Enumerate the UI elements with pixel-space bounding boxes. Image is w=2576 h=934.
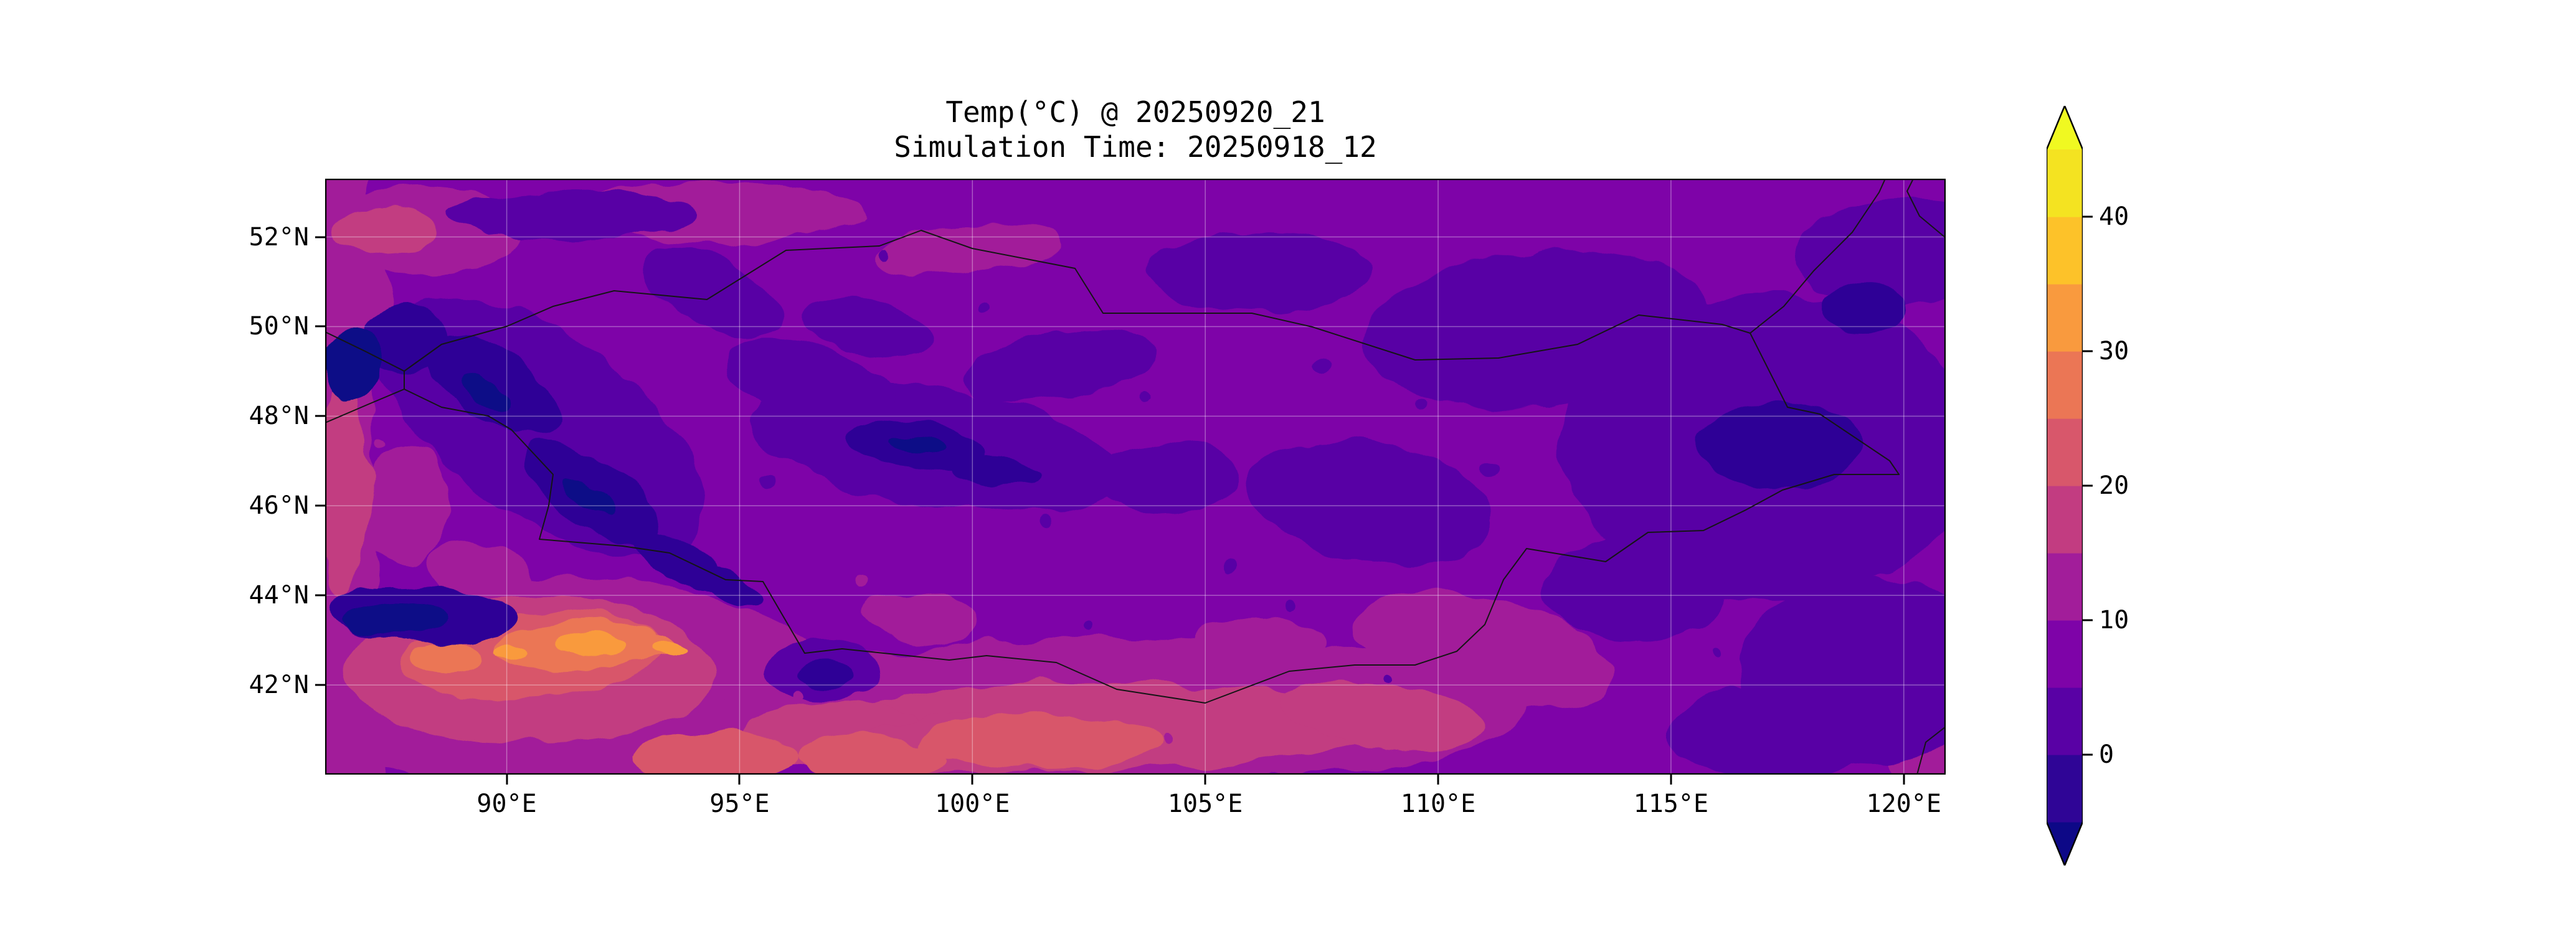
x-tick-label: 120°E [1866,790,1941,818]
chart-subtitle: Simulation Time: 20250918_12 [894,130,1377,164]
colorbar-tick-label: 30 [2099,337,2129,366]
map-plot-area [325,179,1946,775]
y-tick-mark [315,415,325,417]
y-tick-label: 42°N [249,671,309,700]
y-tick-mark [315,236,325,238]
y-tick-mark [315,594,325,597]
y-tick-label: 48°N [249,402,309,431]
colorbar-gradient [2047,106,2083,866]
title-block: Temp(°C) @ 20250920_21 Simulation Time: … [325,95,1946,164]
argun-border [1750,179,1886,334]
colorbar-under-arrow [2047,822,2083,866]
x-tick-label: 115°E [1633,790,1709,818]
x-tick-label: 95°E [709,790,770,818]
mongolia-border [404,230,1900,704]
colorbar-tick-mark [2083,350,2093,352]
x-tick-label: 100°E [935,790,1010,818]
y-tick-mark [315,504,325,507]
colorbar-tick-mark [2083,753,2093,756]
x-tick-label: 105°E [1167,790,1243,818]
y-tick-label: 46°N [249,491,309,521]
colorbar-tick-mark [2083,619,2093,621]
west-border-1 [325,331,405,372]
colorbar-bands [2047,149,2083,823]
chart-title: Temp(°C) @ 20250920_21 [945,95,1325,129]
colorbar [2047,106,2083,866]
x-tick-mark [1204,775,1206,785]
ne-corner-border [1906,179,1946,238]
band-under-minus5 [325,329,942,634]
cold-speckles [757,248,1895,682]
colorbar-tick-mark [2083,215,2093,218]
temperature-map [325,179,1946,775]
y-tick-label: 44°N [249,581,309,610]
y-tick-mark [315,684,325,686]
x-tick-mark [738,775,741,785]
y-tick-label: 52°N [249,222,309,252]
colorbar-tick-label: 20 [2099,471,2129,500]
x-tick-mark [971,775,973,785]
x-tick-label: 90°E [476,790,537,818]
x-tick-label: 110°E [1400,790,1476,818]
warm-speckles [376,435,1579,763]
grid-layer [325,179,1946,775]
y-tick-mark [315,325,325,328]
colorbar-tick-label: 10 [2099,606,2129,634]
colorbar-over-arrow [2047,106,2083,149]
colorbar-tick-mark [2083,484,2093,487]
band-30-35 [493,632,691,659]
country-borders-layer [325,179,1946,775]
west-border-2 [325,389,405,423]
x-tick-mark [1670,775,1672,785]
y-tick-label: 50°N [249,312,309,341]
x-tick-mark [1903,775,1905,785]
colorbar-tick-label: 0 [2099,740,2114,769]
colorbar-tick-label: 40 [2099,202,2129,231]
x-tick-mark [506,775,508,785]
se-coastline [1916,726,1946,775]
axes-frame [325,179,1946,775]
temperature-field [325,179,1946,775]
x-tick-mark [1437,775,1439,785]
